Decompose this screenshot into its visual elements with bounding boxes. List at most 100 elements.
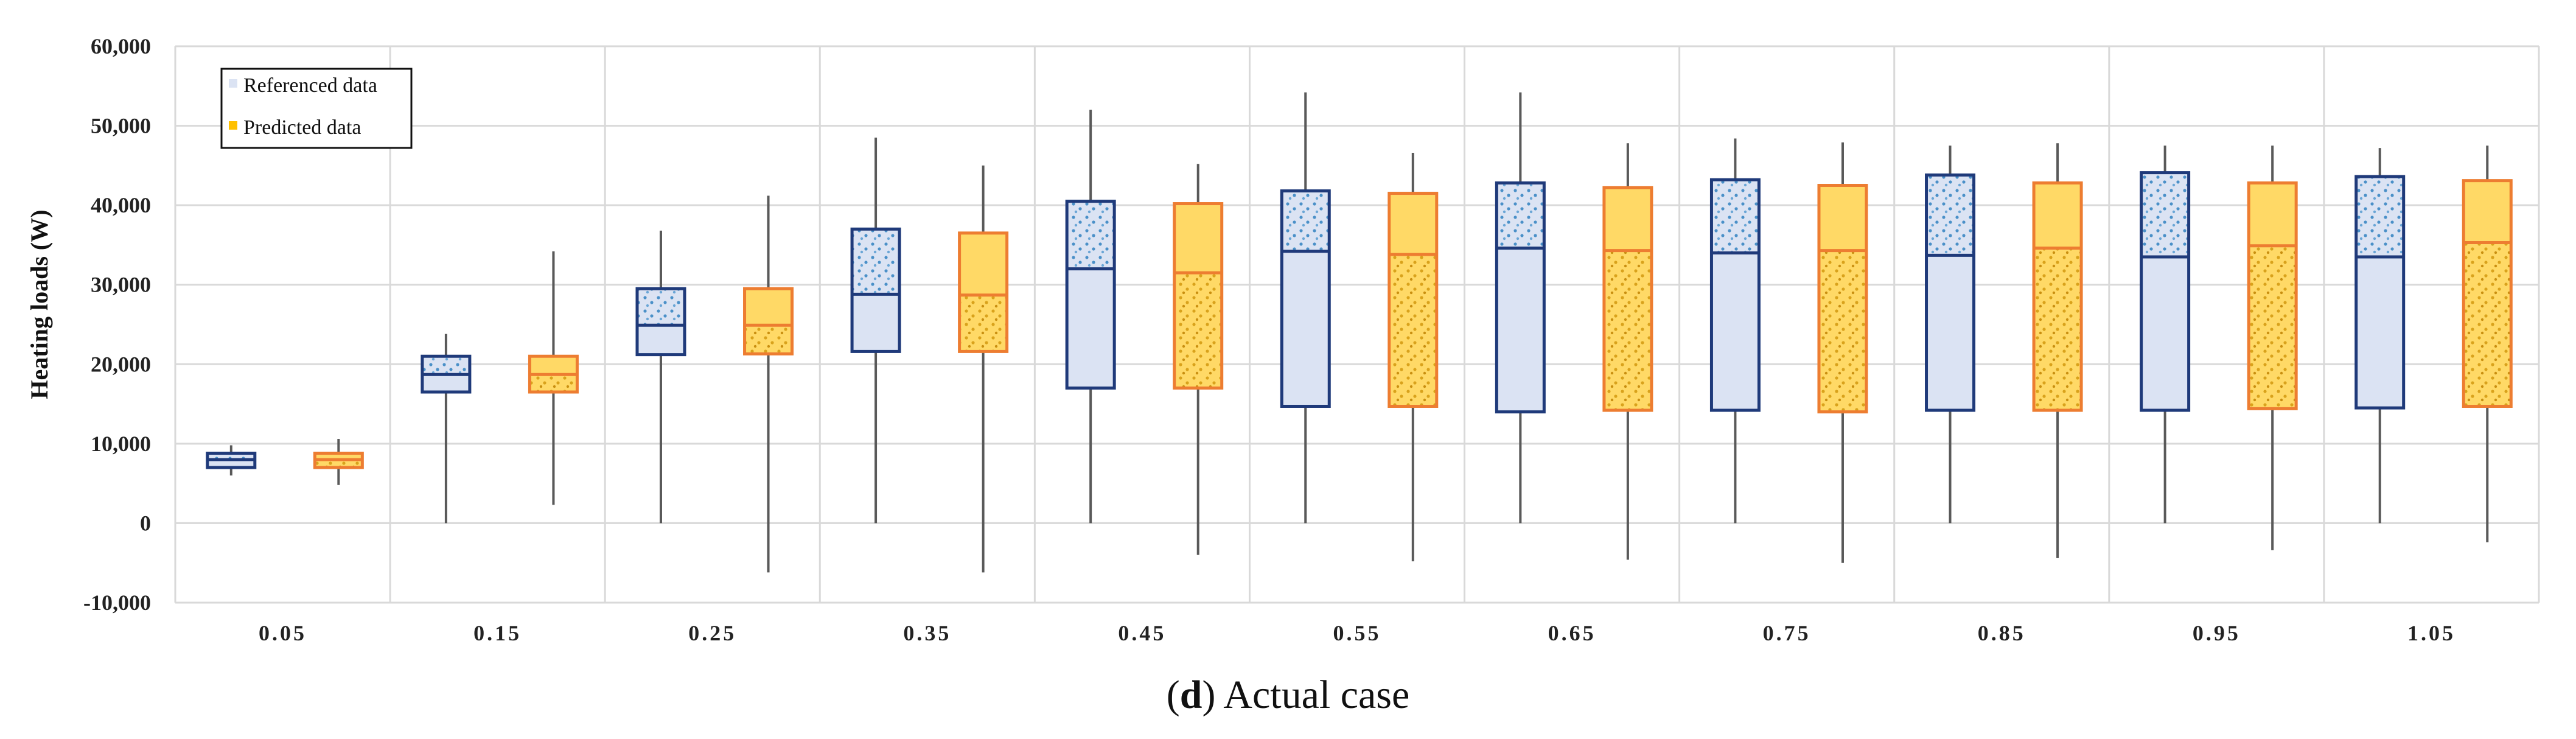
caption-open-paren: ( (1166, 673, 1180, 717)
y-tick-label: 0 (140, 511, 151, 535)
x-tick-label: 0.15 (473, 621, 522, 645)
box-lower-half (2249, 245, 2297, 409)
x-tick-label: 0.75 (1763, 621, 1811, 645)
box-referenced (2140, 145, 2191, 524)
legend-box (220, 68, 413, 149)
box-predicted (1817, 142, 1868, 563)
x-tick-label: 0.45 (1118, 621, 1166, 645)
box-outline (1065, 200, 1116, 390)
box-upper-half (1496, 183, 1545, 248)
figure-caption: (d) Actual case (0, 672, 2576, 718)
box-outline (2354, 175, 2406, 410)
box-upper-half (1926, 175, 1974, 256)
box-upper-half (422, 356, 470, 375)
box-referenced (1925, 145, 1976, 524)
box-upper-half (315, 453, 363, 460)
box-upper-half (1711, 180, 1759, 253)
box-upper-half (637, 289, 685, 326)
x-tick-label: 0.85 (1978, 621, 2026, 645)
box-lower-half (2141, 257, 2189, 411)
box-upper-half (744, 289, 792, 326)
box-referenced (2354, 148, 2406, 524)
box-lower-half (529, 374, 578, 392)
box-outline (1602, 186, 1653, 412)
box-outline (2247, 181, 2298, 410)
box-lower-half (1604, 250, 1652, 411)
box-lower-half (637, 325, 685, 355)
box-referenced (1495, 92, 1546, 524)
box-outline (1387, 192, 1439, 408)
box-outline (1173, 202, 1224, 390)
box-predicted (958, 165, 1009, 573)
box-lower-half (207, 459, 255, 468)
box-referenced (635, 230, 686, 524)
box-outline (1709, 178, 1761, 412)
box-upper-half (1389, 193, 1437, 255)
box-upper-half (1067, 201, 1115, 269)
legend-swatch-referenced (229, 79, 237, 88)
box-predicted (2032, 143, 2083, 558)
legend-label-referenced: Referenced data (243, 74, 377, 97)
box-lower-half (959, 295, 1007, 352)
y-axis-ticks: -10,000 0 10,000 20,000 30,000 40,000 50,000 60… (83, 34, 151, 615)
box-predicted (528, 251, 579, 505)
box-referenced (1709, 138, 1761, 524)
box-upper-half (959, 233, 1007, 295)
gridlines (174, 45, 2540, 604)
y-tick-label: 50,000 (91, 114, 151, 138)
box-outline (2462, 179, 2513, 408)
box-outline (1280, 189, 1331, 408)
box-lower-half (1389, 254, 1437, 407)
box-referenced (1280, 92, 1331, 524)
box-lower-half (852, 294, 900, 352)
box-predicted (743, 195, 794, 573)
box-upper-half (852, 229, 900, 295)
y-tick-label: 20,000 (91, 352, 151, 376)
box-outline (1495, 181, 1546, 414)
box-referenced (206, 445, 257, 476)
x-tick-label: 0.95 (2193, 621, 2241, 645)
caption-text: ) Actual case (1202, 673, 1410, 717)
box-upper-half (1174, 203, 1222, 273)
box-upper-half (2249, 183, 2297, 246)
legend: Referenced data Predicted data (220, 68, 413, 149)
box-lower-half (2463, 242, 2511, 407)
box-predicted (1173, 164, 1224, 555)
box-lower-half (2356, 257, 2404, 408)
y-tick-label: 30,000 (91, 273, 151, 297)
box-referenced (1065, 110, 1116, 524)
x-axis-ticks: 0.05 0.15 0.25 0.35 0.45 0.55 0.65 0.75 0.85 0.95… (259, 621, 2453, 645)
box-predicted (2247, 145, 2298, 550)
box-lower-half (2034, 248, 2082, 411)
y-tick-label: 40,000 (91, 193, 151, 217)
legend-label-predicted: Predicted data (243, 116, 361, 139)
box-outline (1925, 173, 1976, 412)
box-upper-half (1282, 191, 1330, 251)
box-outline (850, 227, 901, 353)
box-lower-half (1711, 253, 1759, 411)
box-upper-half (207, 453, 255, 460)
box-predicted (1602, 143, 1653, 560)
y-tick-label: 60,000 (91, 34, 151, 58)
box-lower-half (1496, 248, 1545, 412)
y-axis-label: Heating loads (W) (26, 209, 53, 399)
box-lower-half (315, 459, 363, 468)
box-lower-half (1067, 268, 1115, 388)
box-predicted (313, 439, 364, 485)
box-predicted (2462, 145, 2513, 542)
box-upper-half (529, 356, 578, 375)
box-series (206, 92, 2513, 573)
box-outline (958, 231, 1009, 353)
x-tick-label: 0.65 (1548, 621, 1596, 645)
box-lower-half (422, 374, 470, 392)
box-lower-half (1818, 250, 1866, 412)
x-tick-label: 0.05 (259, 621, 307, 645)
box-outline (2032, 181, 2083, 412)
box-lower-half (1926, 255, 1974, 411)
legend-swatch-predicted (229, 121, 237, 130)
box-upper-half (2141, 172, 2189, 257)
y-tick-label: 10,000 (91, 432, 151, 456)
box-outline (2140, 171, 2191, 412)
box-referenced (850, 138, 901, 524)
